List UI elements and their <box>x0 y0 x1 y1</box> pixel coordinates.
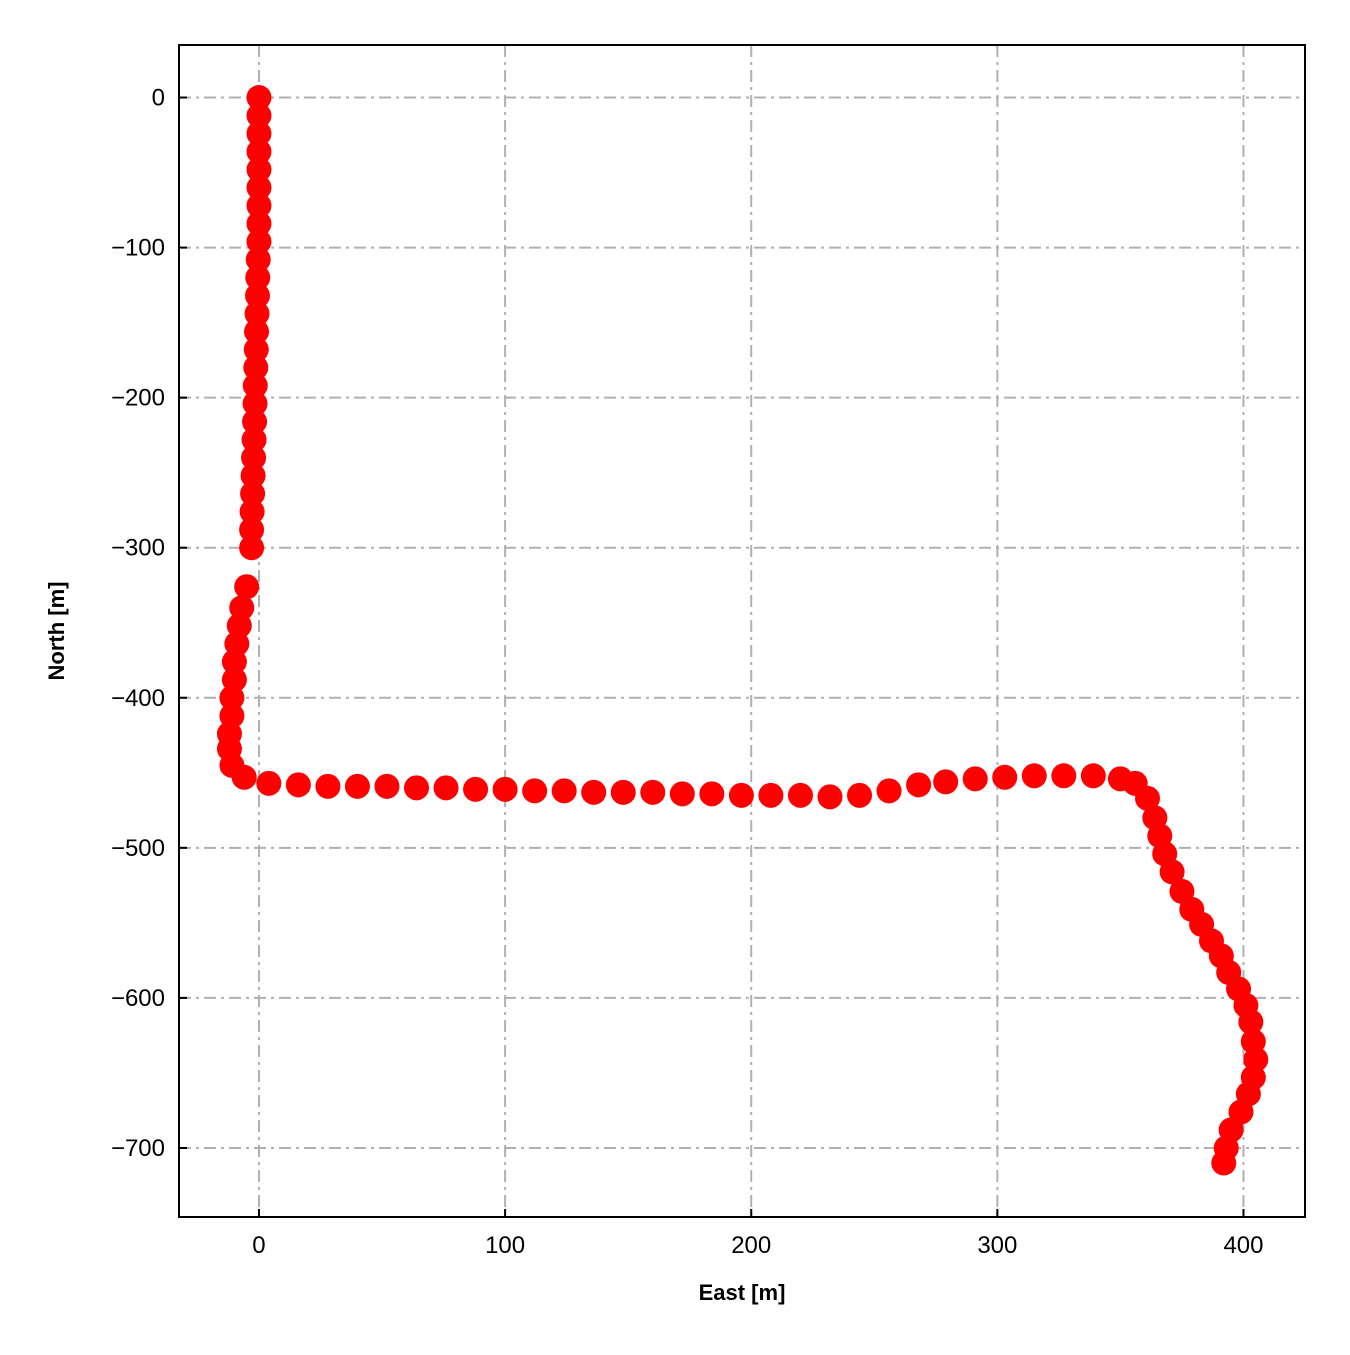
data-point <box>699 781 725 807</box>
x-axis-label: East [m] <box>699 1280 786 1305</box>
data-point <box>240 481 266 507</box>
data-point <box>242 409 268 435</box>
data-point <box>219 685 245 711</box>
ticks: 0 100 200 300 400 0 −100 −200 −300 −400 −500 −600 −7… <box>111 85 1264 1259</box>
data-point <box>242 373 268 399</box>
data-point <box>243 337 269 363</box>
data-point <box>256 770 282 796</box>
data-point <box>992 764 1018 790</box>
data-point <box>1238 1009 1264 1035</box>
data-point <box>246 211 272 237</box>
data-point <box>246 157 272 183</box>
data-point <box>404 775 430 801</box>
y-axis-label: North [m] <box>44 582 69 681</box>
data-point <box>787 782 813 808</box>
data-point <box>241 445 267 471</box>
data-point <box>246 121 272 147</box>
data-point <box>239 517 265 543</box>
data-point <box>234 574 260 600</box>
data-point <box>758 782 784 808</box>
data-point <box>640 779 666 805</box>
data-point <box>221 649 247 675</box>
data-point <box>242 391 268 417</box>
data-point <box>243 355 269 381</box>
data-point <box>245 283 271 309</box>
data-point <box>285 772 311 798</box>
data-point <box>239 499 265 525</box>
data-point <box>246 175 272 201</box>
data-points <box>216 85 1269 1176</box>
data-point <box>231 764 257 790</box>
data-point <box>1211 1150 1237 1176</box>
y-tick-label: −600 <box>111 985 165 1012</box>
data-point <box>551 778 577 804</box>
data-point <box>962 766 988 792</box>
data-point <box>241 427 267 453</box>
data-point <box>876 778 902 804</box>
data-point <box>1021 763 1047 789</box>
data-point <box>669 781 695 807</box>
grid <box>179 45 1305 1217</box>
data-point <box>246 103 272 129</box>
data-point <box>492 776 518 802</box>
x-tick-label: 400 <box>1223 1232 1263 1259</box>
data-point <box>344 773 370 799</box>
x-tick-label: 200 <box>731 1232 771 1259</box>
data-point <box>315 773 341 799</box>
y-tick-label: 0 <box>152 85 165 112</box>
x-tick-label: 100 <box>485 1232 525 1259</box>
data-point <box>245 265 271 291</box>
data-point <box>581 779 607 805</box>
data-point <box>933 769 959 795</box>
data-point <box>1080 763 1106 789</box>
data-point <box>244 319 270 345</box>
y-tick-label: −200 <box>111 385 165 412</box>
data-point <box>1159 859 1185 885</box>
data-point <box>374 773 400 799</box>
data-point <box>239 535 265 561</box>
x-tick-label: 0 <box>252 1232 265 1259</box>
data-point <box>240 463 266 489</box>
y-tick-label: −100 <box>111 235 165 262</box>
y-tick-label: −300 <box>111 535 165 562</box>
y-tick-label: −400 <box>111 685 165 712</box>
data-point <box>246 139 272 165</box>
y-tick-label: −700 <box>111 1135 165 1162</box>
data-point <box>906 772 932 798</box>
data-point <box>817 784 843 810</box>
data-point <box>244 301 270 327</box>
data-point <box>463 776 489 802</box>
data-point <box>433 775 459 801</box>
x-tick-label: 300 <box>977 1232 1017 1259</box>
data-point <box>728 782 754 808</box>
data-point <box>522 778 548 804</box>
data-point <box>847 782 873 808</box>
data-point <box>1051 763 1077 789</box>
data-point <box>246 193 272 219</box>
data-point <box>610 779 636 805</box>
data-point <box>1134 785 1160 811</box>
plot-frame <box>178 44 1306 1218</box>
y-tick-label: −500 <box>111 835 165 862</box>
data-point <box>246 85 272 111</box>
data-point <box>245 247 271 273</box>
data-point <box>246 229 272 255</box>
